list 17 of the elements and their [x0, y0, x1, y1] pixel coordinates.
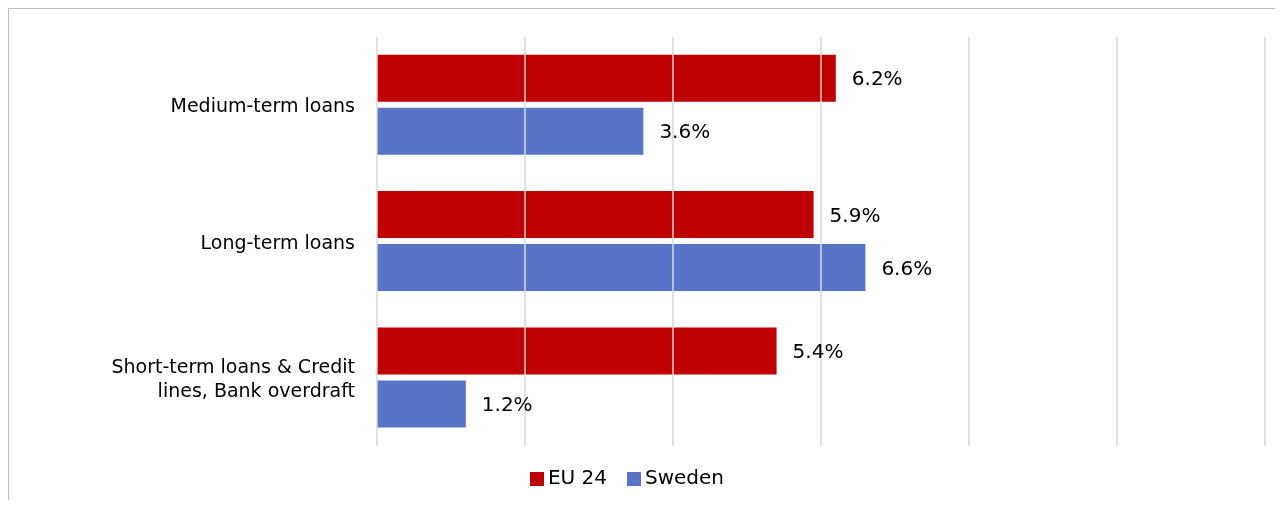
bar	[377, 54, 836, 102]
legend-label: Sweden	[645, 465, 725, 489]
y-tick-label: Short-term loans & Credit lines, Bank overdraft	[111, 354, 355, 401]
data-label: 6.2%	[851, 66, 903, 91]
y-tick-label: Long-term loans	[200, 230, 355, 253]
bar	[377, 191, 814, 239]
bar	[377, 244, 866, 292]
data-label: 1.2%	[481, 391, 533, 416]
data-label: 5.4%	[792, 338, 844, 363]
legend-label: EU 24	[547, 465, 608, 489]
bar	[377, 107, 644, 155]
data-label: 6.6%	[881, 255, 933, 280]
bar	[377, 380, 466, 428]
bar	[377, 327, 777, 375]
data-label: 5.9%	[829, 202, 881, 227]
y-tick-label: Medium-term loans	[170, 94, 355, 117]
data-label: 3.6%	[659, 119, 711, 144]
